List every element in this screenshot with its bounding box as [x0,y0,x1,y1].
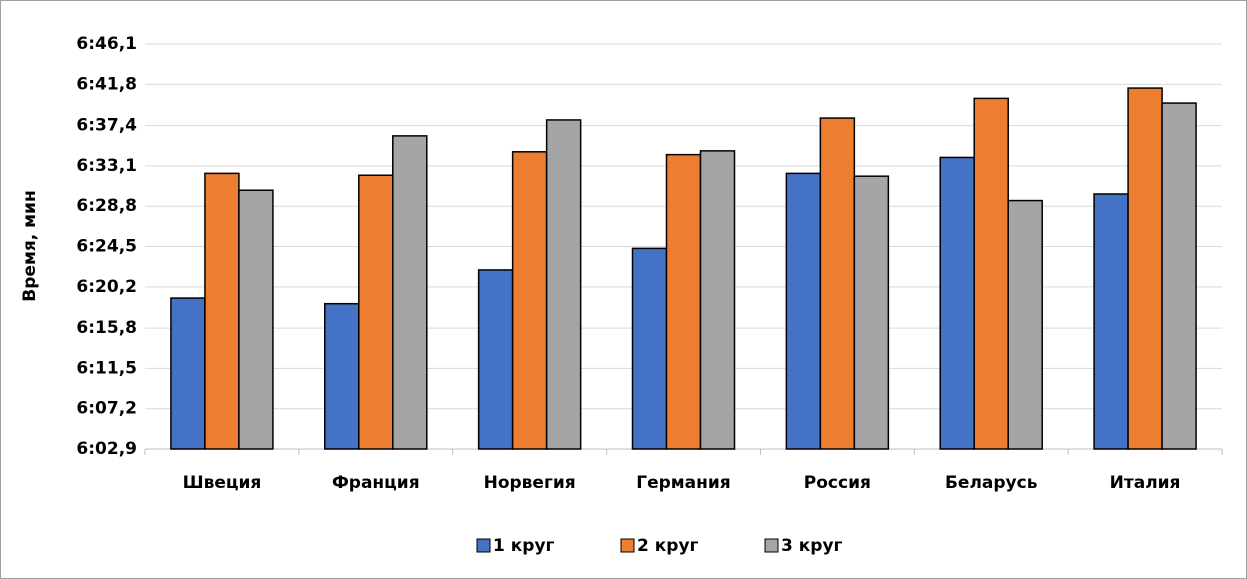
x-tick-label: Италия [1110,473,1181,493]
y-tick-label: 6:46,1 [76,34,137,54]
bar [477,269,514,450]
y-tick-label: 6:15,8 [76,318,137,338]
y-tick-label: 6:33,1 [76,156,137,176]
bar [392,135,428,450]
x-tick-label: Норвегия [484,473,576,493]
bar [665,153,702,450]
legend-swatch [476,538,491,553]
bar [1161,102,1197,450]
bar [324,302,360,450]
bar [545,119,582,450]
bar [238,189,274,450]
bar [1127,87,1163,450]
legend-label: 1 круг [493,536,555,556]
bar [1093,193,1129,450]
x-tick-label: Швеция [183,473,262,493]
x-tick-label: Франция [332,473,420,493]
x-tick-label: Германия [636,473,730,493]
bar [699,150,736,450]
y-tick-label: 6:41,8 [76,74,137,94]
y-tick-label: 6:11,5 [76,358,137,378]
y-tick-label: 6:07,2 [76,399,137,419]
y-tick-label: 6:37,4 [76,116,137,136]
legend-swatch [620,538,635,553]
y-tick-label: 6:20,2 [76,277,137,297]
bar [1007,199,1043,450]
x-tick-label: Беларусь [945,473,1038,493]
bar [819,117,856,450]
bar [170,297,206,450]
y-tick-label: 6:02,9 [76,439,137,459]
x-tick-label: Россия [804,473,871,493]
bar [204,172,240,450]
legend-label: 3 круг [781,536,843,556]
bar [358,174,394,450]
y-axis-title: Время, мин [20,190,40,301]
bar [631,247,668,450]
legend-swatch [764,538,779,553]
bar [853,175,890,450]
bar [785,172,822,450]
y-tick-label: 6:24,5 [76,237,137,257]
y-tick-label: 6:28,8 [76,196,137,216]
bar [973,97,1009,450]
bar [511,151,548,450]
bar [939,156,975,450]
legend-label: 2 круг [637,536,699,556]
